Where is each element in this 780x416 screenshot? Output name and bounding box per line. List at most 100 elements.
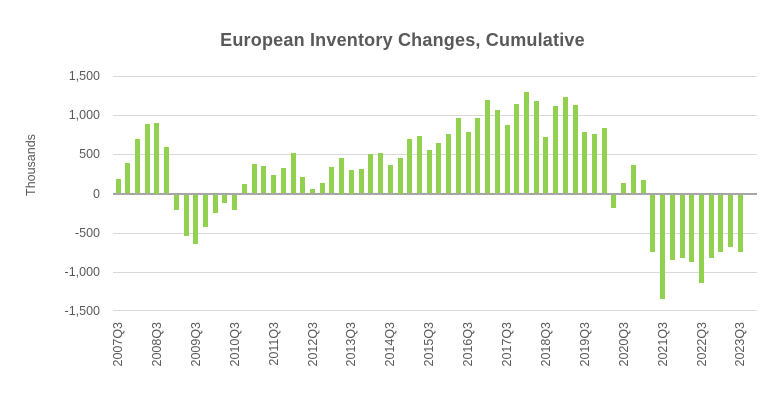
bar-2019Q3 bbox=[582, 131, 588, 194]
gridline bbox=[113, 310, 757, 311]
x-tick-label: 2016Q3 bbox=[461, 322, 476, 367]
bar-2014Q4 bbox=[397, 158, 403, 194]
bar-2017Q4 bbox=[514, 104, 520, 194]
bar-2015Q3 bbox=[426, 149, 432, 194]
bar-2010Q1 bbox=[212, 194, 218, 214]
y-tick-label: 1,500 bbox=[68, 69, 100, 83]
y-tick-label: 500 bbox=[79, 147, 100, 162]
gridline bbox=[113, 154, 757, 156]
x-tick-label: 2020Q3 bbox=[616, 322, 631, 367]
bar-2011Q1 bbox=[251, 163, 257, 194]
bar-2010Q2 bbox=[222, 194, 228, 204]
bar-2011Q4 bbox=[280, 168, 286, 194]
bar-2018Q3 bbox=[543, 137, 549, 194]
bar-2018Q4 bbox=[553, 105, 559, 194]
bar-2020Q1 bbox=[601, 127, 607, 194]
bar-2022Q1 bbox=[679, 194, 685, 258]
bar-2011Q3 bbox=[271, 174, 277, 194]
gridline bbox=[113, 115, 757, 117]
chart-title: European Inventory Changes, Cumulative bbox=[220, 30, 585, 50]
bar-2014Q1 bbox=[368, 154, 374, 194]
bar-2013Q2 bbox=[339, 158, 345, 194]
bar-2021Q2 bbox=[650, 194, 656, 253]
bar-2014Q2 bbox=[378, 152, 384, 194]
x-tick-label: 2018Q3 bbox=[538, 322, 553, 367]
bar-2007Q4 bbox=[125, 162, 131, 194]
gridline bbox=[113, 271, 757, 273]
x-tick-label: 2015Q3 bbox=[422, 322, 437, 367]
bar-2016Q1 bbox=[446, 133, 452, 194]
bar-2015Q1 bbox=[407, 139, 413, 194]
bar-2020Q4 bbox=[630, 164, 636, 194]
x-tick-label: 2013Q3 bbox=[344, 322, 359, 367]
y-tick-label: -1,000 bbox=[64, 264, 100, 279]
bar-2009Q4 bbox=[203, 194, 209, 228]
gridline bbox=[113, 232, 757, 234]
bar-2016Q4 bbox=[475, 118, 481, 194]
bar-2023Q2 bbox=[728, 194, 734, 247]
bar-2017Q3 bbox=[504, 124, 510, 194]
bar-2019Q4 bbox=[592, 133, 598, 194]
x-tick-label: 2010Q3 bbox=[227, 322, 242, 367]
bar-2009Q2 bbox=[183, 194, 189, 237]
bar-2008Q4 bbox=[164, 147, 170, 194]
bar-2010Q4 bbox=[241, 184, 247, 194]
y-axis-title: Thousands bbox=[24, 134, 38, 196]
bar-2020Q3 bbox=[621, 183, 627, 194]
bar-2017Q2 bbox=[494, 109, 500, 194]
x-tick-label: 2008Q3 bbox=[149, 322, 164, 367]
bar-2021Q3 bbox=[660, 194, 666, 299]
y-tick-label: 1,000 bbox=[68, 108, 100, 123]
gridline bbox=[113, 76, 757, 77]
bar-2022Q3 bbox=[699, 194, 704, 284]
y-tick-label: 0 bbox=[93, 186, 100, 201]
bar-2012Q4 bbox=[319, 182, 325, 194]
bar-2009Q3 bbox=[193, 194, 199, 244]
bar-2013Q4 bbox=[358, 169, 364, 194]
x-tick-label: 2012Q3 bbox=[305, 322, 320, 367]
bar-2018Q2 bbox=[533, 101, 539, 194]
x-tick-label: 2019Q3 bbox=[577, 322, 592, 367]
bar-2021Q4 bbox=[669, 194, 675, 261]
bar-2014Q3 bbox=[387, 164, 393, 194]
bar-2017Q1 bbox=[485, 100, 491, 194]
bar-2022Q4 bbox=[708, 194, 714, 258]
x-tick-label: 2022Q3 bbox=[694, 322, 709, 367]
x-tick-label: 2023Q3 bbox=[733, 322, 748, 367]
x-tick-label: 2014Q3 bbox=[383, 322, 398, 367]
x-tick-label: 2011Q3 bbox=[266, 322, 281, 366]
bar-2020Q2 bbox=[611, 194, 617, 208]
y-tick-label: -500 bbox=[74, 225, 100, 240]
bar-2009Q1 bbox=[173, 194, 179, 211]
bar-2008Q2 bbox=[144, 123, 150, 194]
bar-2021Q1 bbox=[640, 180, 646, 194]
x-tick-label: 2017Q3 bbox=[500, 322, 514, 367]
bar-2008Q3 bbox=[154, 123, 160, 194]
bar-2019Q2 bbox=[572, 104, 578, 194]
bar-2023Q1 bbox=[718, 194, 724, 253]
y-tick-label: -1,500 bbox=[64, 304, 100, 318]
bar-2018Q1 bbox=[523, 91, 529, 194]
bar-2019Q1 bbox=[562, 97, 568, 194]
x-tick-label: 2009Q3 bbox=[188, 322, 203, 367]
bar-2015Q4 bbox=[436, 142, 442, 194]
bar-2007Q3 bbox=[115, 178, 121, 194]
bar-2010Q3 bbox=[232, 194, 238, 211]
bar-2012Q1 bbox=[290, 152, 296, 194]
bar-2023Q3 bbox=[737, 194, 743, 253]
bar-2008Q1 bbox=[134, 139, 140, 194]
x-axis-zero-line bbox=[113, 193, 757, 195]
x-tick-label: 2021Q3 bbox=[655, 322, 670, 367]
bar-2013Q3 bbox=[348, 170, 354, 194]
bar-2015Q2 bbox=[416, 136, 422, 194]
bar-2012Q2 bbox=[300, 177, 306, 194]
bar-2016Q3 bbox=[465, 131, 471, 194]
bar-2011Q2 bbox=[261, 166, 267, 194]
plot-area bbox=[113, 76, 757, 311]
bar-2012Q3 bbox=[310, 188, 315, 194]
bar-2013Q1 bbox=[329, 166, 335, 194]
bar-2016Q2 bbox=[455, 117, 461, 194]
x-tick-label: 2007Q3 bbox=[111, 322, 125, 367]
bar-2022Q2 bbox=[689, 194, 695, 262]
